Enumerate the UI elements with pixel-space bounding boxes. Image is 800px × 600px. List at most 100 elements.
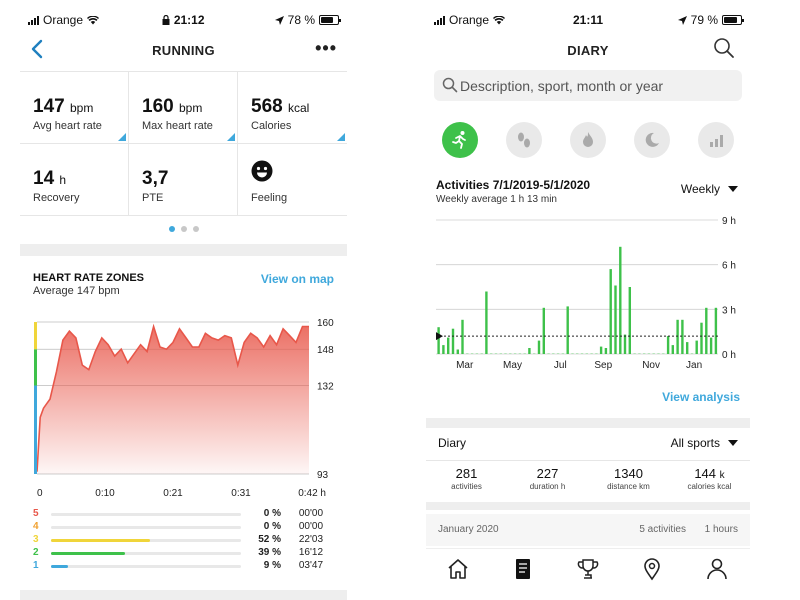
- sports-filter-dropdown[interactable]: All sports: [671, 436, 738, 450]
- activity-bar[interactable]: [461, 319, 464, 354]
- activity-bar[interactable]: [638, 353, 641, 354]
- activity-bar[interactable]: [662, 353, 665, 354]
- activity-bar[interactable]: [695, 340, 698, 354]
- activity-bar[interactable]: [466, 353, 469, 354]
- stat-cell[interactable]: 3,7 PTE: [129, 144, 238, 216]
- activity-bar[interactable]: [552, 353, 555, 354]
- activity-bar[interactable]: [456, 349, 459, 355]
- activity-bar[interactable]: [609, 269, 612, 354]
- more-options-button[interactable]: •••: [315, 38, 337, 58]
- activity-bar[interactable]: [633, 353, 636, 354]
- stat-cell[interactable]: Feeling: [238, 144, 347, 216]
- activity-bar[interactable]: [599, 346, 603, 354]
- activity-bar[interactable]: [547, 353, 550, 354]
- activity-bar[interactable]: [681, 319, 684, 354]
- activity-bar[interactable]: [499, 353, 502, 354]
- sport-filter-sleep[interactable]: [634, 122, 670, 158]
- activity-bar[interactable]: [442, 345, 445, 354]
- activity-bar[interactable]: [623, 334, 627, 354]
- sport-filter-running[interactable]: [442, 122, 478, 158]
- activity-bar[interactable]: [556, 353, 560, 354]
- view-analysis-link[interactable]: View analysis: [662, 390, 740, 404]
- zone-strip: [34, 349, 37, 386]
- activity-bar[interactable]: [561, 353, 565, 354]
- search-box[interactable]: [434, 70, 742, 101]
- activity-bar[interactable]: [537, 340, 541, 354]
- activity-bar[interactable]: [451, 328, 455, 354]
- sport-filter-steps[interactable]: [506, 122, 542, 158]
- page-indicator[interactable]: [20, 226, 347, 232]
- activity-bar[interactable]: [518, 353, 522, 354]
- activity-bar[interactable]: [437, 327, 440, 354]
- back-chevron-icon[interactable]: [28, 38, 48, 60]
- activity-bar[interactable]: [714, 307, 718, 354]
- activity-bar[interactable]: [447, 337, 450, 354]
- month-header[interactable]: January 2020 5 activities 1 hours: [426, 514, 750, 546]
- activity-bar[interactable]: [628, 287, 631, 354]
- activity-bar[interactable]: [614, 285, 617, 355]
- activity-bar[interactable]: [485, 291, 488, 355]
- activity-bar[interactable]: [595, 353, 598, 354]
- stat-cell[interactable]: 147 bpm Avg heart rate: [20, 72, 129, 144]
- activity-bar[interactable]: [542, 307, 545, 354]
- x-tick-label: Sep: [594, 360, 612, 371]
- activity-bar[interactable]: [619, 246, 622, 354]
- activity-bar[interactable]: [690, 353, 694, 354]
- activity-bar[interactable]: [513, 353, 517, 354]
- activity-bar[interactable]: [652, 353, 655, 354]
- activity-bar[interactable]: [571, 353, 574, 354]
- activity-bar[interactable]: [509, 353, 512, 354]
- zone-bar-track: [51, 513, 241, 516]
- activity-bar[interactable]: [475, 353, 479, 354]
- stat-cell[interactable]: 568 kcal Calories: [238, 72, 347, 144]
- x-tick-label: 0:31: [231, 488, 251, 498]
- period-dropdown[interactable]: Weekly: [681, 182, 738, 196]
- sport-filter-progress[interactable]: [698, 122, 734, 158]
- activity-bar[interactable]: [709, 337, 713, 354]
- activity-bar[interactable]: [480, 353, 483, 354]
- activity-bar[interactable]: [580, 353, 584, 354]
- activity-bar[interactable]: [528, 348, 531, 354]
- activity-bar[interactable]: [604, 348, 608, 354]
- activity-bar[interactable]: [657, 353, 660, 354]
- stat-label: Feeling: [251, 192, 288, 204]
- stat-cell[interactable]: 160 bpm Max heart rate: [129, 72, 238, 144]
- sport-filter-calories[interactable]: [570, 122, 606, 158]
- x-tick-label: 0:21: [163, 488, 183, 498]
- zone-duration: 03'47: [298, 560, 323, 571]
- activity-bar[interactable]: [590, 353, 593, 354]
- page-dot[interactable]: [192, 226, 199, 232]
- trophy-icon[interactable]: [574, 555, 602, 583]
- activity-bar[interactable]: [705, 307, 708, 354]
- period-value: Weekly: [680, 182, 720, 196]
- diary-icon[interactable]: [509, 555, 537, 583]
- stat-cell[interactable]: 14 h Recovery: [20, 144, 129, 216]
- home-icon[interactable]: [444, 555, 472, 583]
- activity-bar[interactable]: [504, 353, 507, 354]
- activity-bar[interactable]: [643, 353, 646, 354]
- activity-bar[interactable]: [671, 345, 674, 354]
- view-on-map-link[interactable]: View on map: [260, 272, 334, 286]
- page-dot[interactable]: [168, 226, 175, 232]
- sports-filter-value: All sports: [670, 436, 720, 450]
- activity-bar[interactable]: [494, 353, 498, 354]
- activity-bar[interactable]: [686, 342, 689, 354]
- activity-bar[interactable]: [566, 306, 569, 354]
- activity-bar[interactable]: [533, 353, 536, 354]
- map-pin-icon[interactable]: [638, 555, 666, 583]
- activity-bar[interactable]: [700, 322, 703, 354]
- page-dot[interactable]: [180, 226, 187, 232]
- search-icon[interactable]: [712, 36, 736, 60]
- activity-bar[interactable]: [470, 353, 474, 354]
- activity-bar[interactable]: [647, 353, 651, 354]
- expand-corner-icon: [118, 133, 126, 141]
- activity-bar[interactable]: [576, 353, 579, 354]
- search-input[interactable]: [460, 75, 730, 97]
- profile-icon[interactable]: [703, 555, 731, 583]
- activity-bar[interactable]: [490, 353, 493, 354]
- activity-bar[interactable]: [523, 353, 526, 354]
- y-tick-label: 93: [317, 470, 329, 481]
- activity-bar[interactable]: [585, 353, 588, 354]
- activity-bar[interactable]: [666, 336, 670, 354]
- activity-bar[interactable]: [676, 319, 679, 354]
